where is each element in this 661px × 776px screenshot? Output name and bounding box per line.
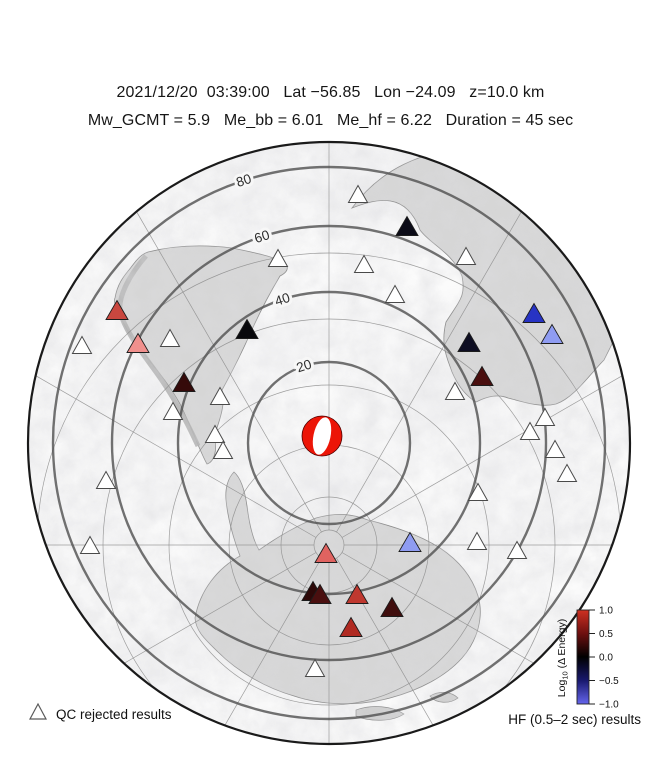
station-triangle — [380, 596, 404, 617]
station-triangle — [339, 616, 363, 637]
qc-rejected-triangle — [353, 254, 375, 273]
qc-rejected-triangle — [71, 335, 93, 354]
qc-rejected-triangle — [162, 401, 184, 420]
qc-legend-label: QC rejected results — [56, 707, 172, 722]
distance-ring-60 — [110, 224, 548, 662]
station-triangle — [235, 318, 259, 339]
meridian-line — [336, 557, 565, 744]
qc-rejected-triangle — [467, 482, 489, 501]
event-title-line1: 2021/12/20 03:39:00 Lat −56.85 Lon −24.0… — [116, 84, 545, 101]
qc-rejected-stations — [71, 184, 578, 677]
event-title-line2: Mw_GCMT = 5.9 Me_bb = 6.01 Me_hf = 6.22 … — [87, 112, 574, 129]
station-triangle — [457, 331, 481, 352]
colorbar-title: Log10 (Δ Energy) — [556, 619, 570, 697]
station-triangle — [308, 583, 332, 604]
qc-rejected-triangle — [79, 535, 101, 554]
distance-ring-40 — [176, 290, 482, 596]
station-triangle — [172, 371, 196, 392]
meridian-line — [28, 309, 317, 538]
qc-rejected-triangle — [159, 328, 181, 347]
hf-results-caption: HF (0.5–2 sec) results — [508, 712, 641, 727]
distance-ring-80 — [51, 165, 607, 721]
qc-rejected-triangle — [544, 439, 566, 458]
station-triangle — [470, 365, 494, 386]
qc-rejected-triangle — [304, 658, 326, 677]
qc-legend-triangle-icon — [29, 702, 47, 720]
colorbar-tick-label: 1.0 — [599, 606, 613, 617]
distance-ring-20 — [246, 360, 412, 526]
station-triangle — [314, 542, 338, 563]
qc-rejected-triangle — [204, 424, 226, 443]
qc-rejected-triangle — [209, 386, 231, 405]
station-triangle — [398, 531, 422, 552]
distance-rings — [51, 165, 607, 721]
qc-rejected-triangle — [95, 470, 117, 489]
station-triangle — [522, 302, 546, 323]
qc-rejected-triangle — [506, 540, 528, 559]
colorbar-tick-label: 0.0 — [599, 653, 613, 664]
focal-mechanism-beachball — [301, 415, 343, 457]
qc-rejected-triangle — [444, 381, 466, 400]
colorbar: 1.0 0.5 0.0 −0.5 −1.0 Log10 (Δ Energy) HF (0… — [508, 606, 641, 728]
colorbar-tick-label: −0.5 — [599, 676, 619, 687]
qc-rejected-triangle — [347, 184, 369, 203]
colorbar-tick-label: 0.5 — [599, 629, 613, 640]
qc-rejected-triangle — [534, 407, 556, 426]
qc-rejected-triangle — [267, 248, 289, 267]
beachball-white-band — [312, 417, 332, 455]
station-triangle — [345, 583, 369, 604]
qc-legend: QC rejected results — [29, 702, 172, 722]
station-triangle — [126, 332, 150, 353]
meridian-line — [93, 557, 322, 744]
qc-rejected-triangle — [556, 463, 578, 482]
qc-rejected-triangle — [384, 284, 406, 303]
qc-rejected-triangle — [519, 421, 541, 440]
colorbar-tick-label: −1.0 — [599, 700, 619, 711]
colorbar-bar — [576, 609, 590, 705]
colorbar-ticks: 1.0 0.5 0.0 −0.5 −1.0 — [589, 606, 619, 711]
qc-rejected-triangle — [466, 531, 488, 550]
qc-rejected-triangle — [455, 246, 477, 265]
station-energy-triangles — [105, 215, 564, 637]
qc-rejected-triangle — [212, 440, 234, 459]
station-triangle — [540, 323, 564, 344]
station-triangle — [395, 215, 419, 236]
map-boundary-circle — [26, 140, 632, 746]
station-triangle — [105, 299, 129, 320]
map-disc — [28, 142, 630, 744]
